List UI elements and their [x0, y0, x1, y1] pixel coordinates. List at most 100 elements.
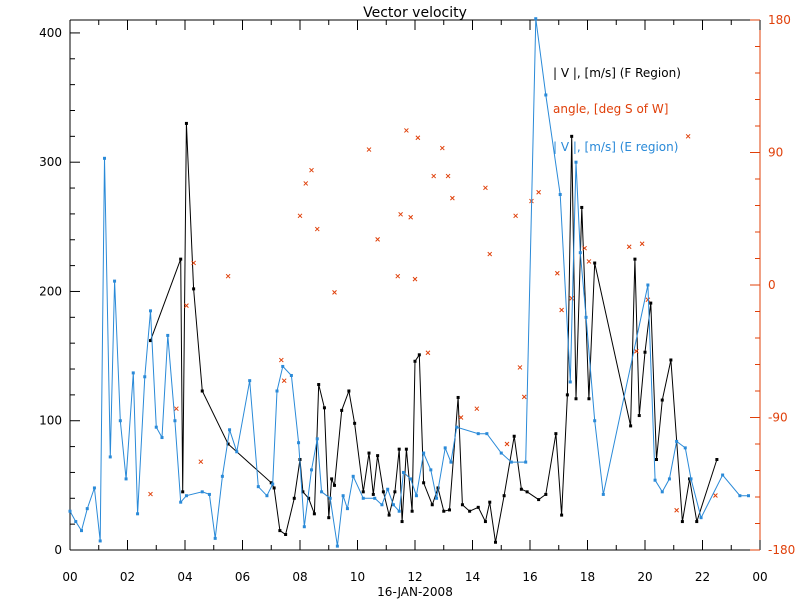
data-point: [685, 133, 691, 139]
data-point: [367, 451, 371, 455]
data-point: [412, 276, 418, 282]
data-point: [200, 490, 204, 494]
series-1: [148, 128, 718, 513]
data-point: [680, 520, 684, 524]
y-tick-label: 0: [54, 543, 62, 557]
data-point: [347, 389, 351, 393]
data-marks: [68, 17, 750, 548]
data-point: [649, 301, 653, 305]
data-point: [574, 397, 578, 401]
data-point: [314, 226, 320, 232]
data-point: [80, 529, 83, 533]
data-point: [118, 419, 122, 423]
data-point: [578, 251, 582, 255]
data-point: [179, 500, 183, 504]
series-line: [150, 123, 718, 543]
data-point: [629, 424, 633, 428]
y2-tick-label: 180: [768, 13, 791, 27]
data-point: [485, 432, 489, 436]
y2-tick-label: -180: [768, 543, 795, 557]
data-point: [521, 394, 527, 400]
series-2: [68, 17, 750, 548]
data-point: [143, 375, 147, 379]
data-point: [544, 492, 548, 496]
data-point: [646, 283, 650, 287]
data-point: [645, 297, 651, 303]
data-point: [586, 259, 592, 264]
data-point: [721, 473, 725, 477]
data-point: [695, 520, 699, 524]
data-point: [160, 436, 164, 440]
y-tick-label: 400: [39, 26, 62, 40]
data-point: [131, 371, 135, 375]
data-point: [361, 490, 365, 494]
data-point: [375, 237, 380, 242]
data-point: [675, 439, 679, 443]
data-point: [248, 379, 252, 383]
data-point: [235, 450, 239, 454]
data-point: [456, 395, 460, 399]
x-tick-label: 02: [120, 570, 135, 584]
data-point: [450, 195, 455, 201]
data-point: [179, 257, 183, 261]
data-point: [284, 532, 288, 536]
data-point: [487, 251, 493, 257]
series-line: [69, 18, 749, 547]
data-point: [570, 134, 574, 138]
y2-tick-label: 90: [768, 146, 783, 160]
data-point: [483, 520, 487, 524]
data-point: [445, 173, 451, 179]
data-point: [351, 474, 355, 478]
data-point: [330, 477, 334, 481]
data-point: [333, 483, 336, 487]
data-point: [534, 17, 538, 21]
data-point: [265, 494, 269, 498]
data-point: [593, 261, 597, 265]
x-axis-label: 16-JAN-2008: [377, 585, 453, 599]
data-point: [124, 477, 128, 481]
legend-f-region: | V |, [m/s] (F Region): [553, 66, 681, 80]
data-point: [443, 446, 447, 450]
data-point: [715, 458, 719, 462]
data-point: [519, 487, 523, 491]
x-tick-label: 16: [522, 570, 537, 584]
data-point: [381, 490, 385, 494]
data-point: [525, 490, 529, 494]
data-point: [643, 350, 647, 354]
data-point: [660, 490, 664, 494]
data-point: [448, 508, 451, 512]
x-tick-label: 12: [407, 570, 422, 584]
y-tick-label: 100: [39, 414, 62, 428]
data-point: [310, 468, 313, 472]
data-point: [512, 434, 516, 438]
x-tick-label: 18: [580, 570, 595, 584]
data-point: [738, 494, 742, 498]
data-point: [108, 455, 112, 459]
data-point: [513, 213, 518, 219]
data-point: [184, 494, 188, 498]
data-point: [225, 273, 231, 279]
data-point: [537, 498, 541, 502]
data-point: [429, 468, 433, 472]
data-point: [278, 529, 282, 533]
data-point: [220, 474, 224, 478]
data-point: [558, 193, 562, 197]
data-point: [460, 503, 464, 507]
data-point: [256, 485, 260, 489]
data-point: [593, 419, 597, 423]
data-point: [476, 432, 480, 436]
legend-e-region: | V |, [m/s] (E region): [553, 140, 678, 154]
data-point: [361, 496, 365, 500]
data-point: [442, 509, 446, 513]
data-point: [322, 406, 326, 410]
y2-tick-label: 0: [768, 278, 776, 292]
data-point: [400, 520, 404, 524]
data-point: [435, 496, 439, 500]
data-point: [517, 365, 523, 370]
data-point: [554, 270, 560, 276]
data-point: [653, 478, 657, 482]
data-point: [476, 505, 480, 509]
data-point: [554, 432, 558, 436]
data-point: [468, 509, 472, 513]
data-point: [415, 135, 421, 141]
